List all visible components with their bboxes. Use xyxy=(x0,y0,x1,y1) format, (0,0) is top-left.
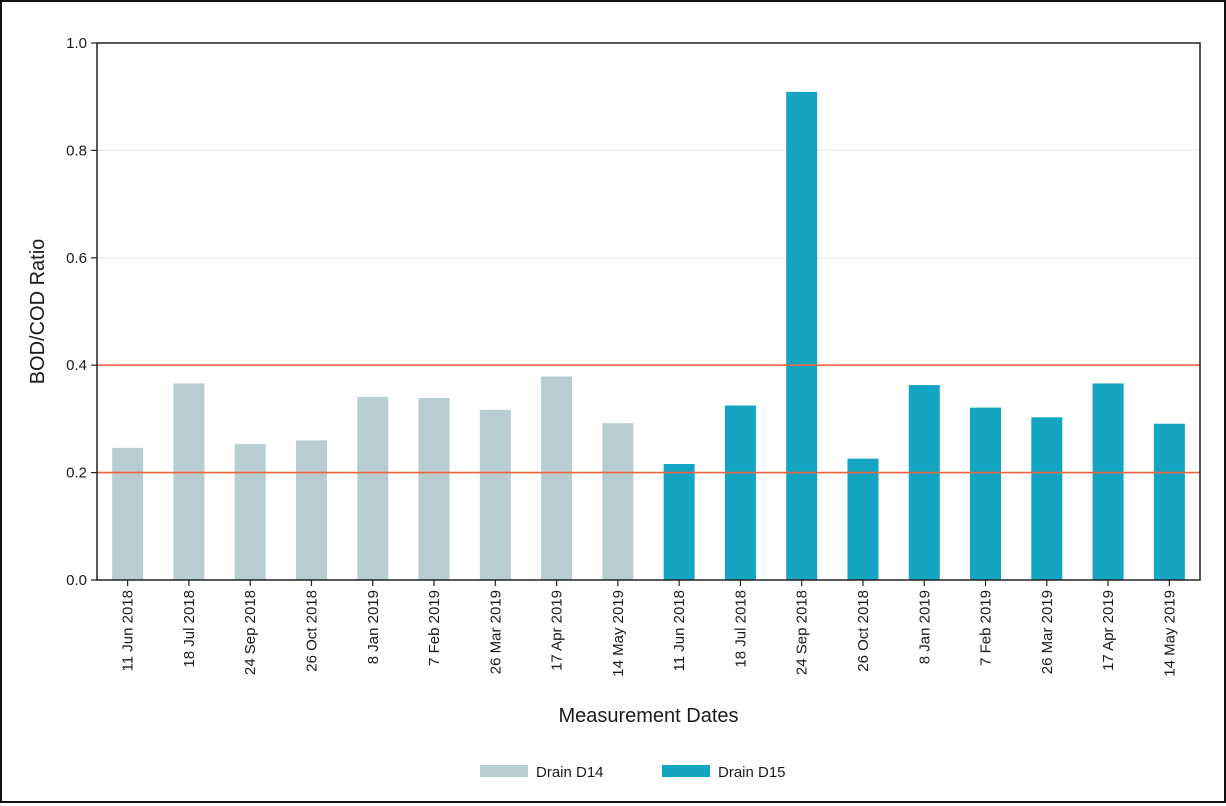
bar-d14 xyxy=(112,447,144,580)
y-tick-label: 0.8 xyxy=(66,142,87,159)
y-axis-title: BOD/COD Ratio xyxy=(27,239,49,385)
y-tick-label: 0.4 xyxy=(66,357,87,374)
x-tick-label: 14 May 2019 xyxy=(610,590,627,677)
bar-d15 xyxy=(908,385,940,580)
x-tick-label: 7 Feb 2019 xyxy=(978,590,995,666)
x-tick-label: 26 Mar 2019 xyxy=(1039,590,1056,674)
bar-d14 xyxy=(173,383,205,580)
bar-d14 xyxy=(295,440,327,580)
bar-d15 xyxy=(786,91,818,580)
x-tick-label: 24 Sep 2018 xyxy=(794,590,811,675)
bar-d15 xyxy=(663,464,695,580)
plot-frame xyxy=(96,42,1201,581)
y-tick-label: 0.6 xyxy=(66,250,87,267)
x-tick-label: 18 Jul 2018 xyxy=(181,590,198,668)
bar-d14 xyxy=(418,397,450,580)
x-tick-label: 24 Sep 2018 xyxy=(242,590,259,675)
bar-d15 xyxy=(847,458,879,580)
bar-d15 xyxy=(1153,423,1185,580)
bar-d14 xyxy=(602,423,634,580)
x-tick-label: 26 Mar 2019 xyxy=(487,590,504,674)
legend-swatch-d15 xyxy=(662,765,710,777)
x-axis: 11 Jun 2018 18 Jul 2018 24 Sep 2018 26 Oct … xyxy=(120,580,1178,677)
bar-d14 xyxy=(479,409,511,580)
x-tick-label: 18 Jul 2018 xyxy=(732,590,749,668)
x-tick-label: 26 Oct 2018 xyxy=(303,590,320,672)
y-tick-label: 0.0 xyxy=(66,572,87,589)
bar-d14 xyxy=(541,376,573,580)
x-tick-label: 26 Oct 2018 xyxy=(855,590,872,672)
reference-lines xyxy=(97,364,1200,474)
x-tick-label: 14 May 2019 xyxy=(1161,590,1178,677)
x-tick-label: 17 Apr 2019 xyxy=(549,590,566,671)
bar-d15 xyxy=(1092,383,1124,580)
x-tick-label: 8 Jan 2019 xyxy=(916,590,933,664)
x-tick-label: 17 Apr 2019 xyxy=(1100,590,1117,671)
legend-item-d14: Drain D14 xyxy=(480,764,604,781)
legend-label-d15: Drain D15 xyxy=(718,764,786,781)
bar-d14 xyxy=(357,396,389,580)
legend-swatch-d14 xyxy=(480,765,528,777)
bar-d15 xyxy=(970,407,1002,580)
x-tick-label: 7 Feb 2019 xyxy=(426,590,443,666)
legend: Drain D14 Drain D15 xyxy=(480,764,786,781)
bars xyxy=(112,91,1185,580)
bar-d15 xyxy=(1031,417,1063,580)
y-tick-label: 1.0 xyxy=(66,35,87,52)
bar-d15 xyxy=(724,405,756,580)
x-tick-label: 8 Jan 2019 xyxy=(365,590,382,664)
bar-d14 xyxy=(234,444,266,580)
y-axis: 0.0 0.2 0.4 0.6 0.8 1.0 xyxy=(66,35,97,589)
y-tick-label: 0.2 xyxy=(66,465,87,482)
x-tick-label: 11 Jun 2018 xyxy=(671,590,688,671)
x-axis-title: Measurement Dates xyxy=(558,705,738,727)
legend-label-d14: Drain D14 xyxy=(536,764,604,781)
legend-item-d15: Drain D15 xyxy=(662,764,786,781)
x-tick-label: 11 Jun 2018 xyxy=(120,590,137,671)
